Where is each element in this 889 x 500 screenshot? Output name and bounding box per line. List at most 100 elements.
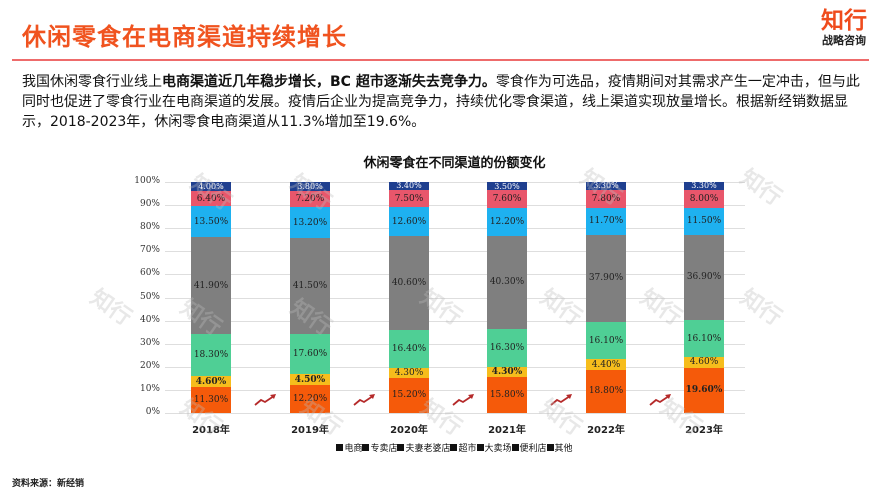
segment-夫妻老婆店: 17.60%	[290, 333, 330, 375]
segment-超市: 41.50%	[290, 237, 330, 334]
segment-专卖店: 4.50%	[290, 374, 330, 385]
segment-电商: 18.80%	[586, 369, 626, 413]
segment-其他: 3.30%	[684, 182, 724, 190]
gridline	[165, 251, 745, 253]
segment-大卖场: 13.50%	[191, 206, 231, 238]
y-tick-label: 80%	[139, 222, 160, 233]
bar-2018年: 11.30% 4.60% 18.30% 41.90% 13.50% 6.40% 4.00%	[191, 182, 231, 413]
legend-swatch	[546, 444, 554, 451]
segment-电商: 15.20%	[389, 377, 429, 413]
gridline	[165, 389, 745, 391]
gridline	[165, 343, 745, 345]
bar-2023年: 19.60% 4.60% 16.10% 36.90% 11.50% 8.00% 3.30%	[684, 182, 724, 413]
x-tick-label: 2022年	[587, 425, 625, 436]
page-title: 休闲零食在电商渠道持续增长	[22, 23, 347, 51]
segment-大卖场: 12.60%	[389, 207, 429, 237]
brand-subtitle: 战略咨询	[822, 34, 866, 47]
x-tick-label: 2021年	[488, 425, 526, 436]
gridline	[165, 413, 745, 414]
legend-item: 电商	[344, 444, 363, 454]
segment-大卖场: 11.50%	[684, 208, 724, 235]
trend-up-arrow-icon	[353, 394, 375, 406]
segment-超市: 36.90%	[684, 234, 724, 320]
chart-title: 休闲零食在不同渠道的份额变化	[363, 156, 546, 171]
legend-swatch	[450, 444, 458, 451]
gridline	[165, 182, 745, 183]
segment-其他: 3.40%	[389, 182, 429, 190]
segment-大卖场: 12.20%	[487, 207, 527, 236]
y-tick-label: 60%	[139, 268, 160, 279]
y-tick-label: 90%	[139, 199, 160, 210]
segment-超市: 41.90%	[191, 237, 231, 335]
segment-夫妻老婆店: 18.30%	[191, 334, 231, 377]
segment-电商: 15.80%	[487, 376, 527, 413]
segment-夫妻老婆店: 16.30%	[487, 328, 527, 367]
y-tick-label: 100%	[134, 176, 160, 186]
segment-便利店: 6.40%	[191, 191, 231, 207]
y-tick-label: 30%	[139, 337, 160, 348]
segment-便利店: 7.50%	[389, 189, 429, 208]
legend-swatch	[476, 444, 484, 451]
y-tick-label: 40%	[139, 314, 160, 325]
segment-专卖店: 4.40%	[586, 359, 626, 370]
segment-专卖店: 4.30%	[389, 367, 429, 378]
summary-paragraph: 我国休闲零食行业线上电商渠道近几年稳步增长，BC 超市逐渐失去竞争力。零食作为可…	[22, 72, 872, 132]
summary-text-1: 我国休闲零食行业线上	[22, 74, 162, 90]
stacked-bar-chart: 11.30% 4.60% 18.30% 41.90% 13.50% 6.40% 4.00% 1…	[165, 182, 745, 414]
y-tick-label: 70%	[139, 245, 160, 256]
segment-其他: 3.80%	[290, 182, 330, 191]
title-divider	[12, 59, 869, 61]
brand-name: 知行	[821, 8, 867, 34]
segment-专卖店: 4.60%	[684, 357, 724, 368]
x-tick-label: 2023年	[685, 425, 723, 436]
segment-超市: 40.60%	[389, 236, 429, 331]
segment-其他: 3.50%	[487, 182, 527, 191]
segment-便利店: 7.20%	[290, 190, 330, 208]
summary-highlight: 电商渠道近几年稳步增长，BC 超市逐渐失去竞争力。	[162, 74, 496, 90]
segment-专卖店: 4.60%	[191, 376, 231, 387]
y-tick-label: 50%	[139, 291, 160, 302]
gridline	[165, 297, 745, 299]
legend-item: 其他	[554, 444, 573, 454]
legend-item: 大卖场	[484, 444, 512, 454]
segment-其他: 4.00%	[191, 182, 231, 192]
legend-swatch	[511, 444, 519, 451]
x-tick-label: 2019年	[291, 425, 329, 436]
y-tick-label: 10%	[139, 383, 160, 394]
segment-电商: 19.60%	[684, 367, 724, 413]
segment-便利店: 7.80%	[586, 189, 626, 208]
trend-up-arrow-icon	[649, 394, 671, 406]
trend-up-arrow-icon	[550, 394, 572, 406]
legend-swatch	[362, 444, 370, 451]
bar-2022年: 18.80% 4.40% 16.10% 37.90% 11.70% 7.80% 3.30%	[586, 182, 626, 413]
summary-text-2: 零食作为可选品，疫情期间对其需求产生一定冲击，但与此同时也促进了零食行业在电商渠…	[22, 74, 860, 130]
segment-大卖场: 11.70%	[586, 207, 626, 235]
source-note: 资料来源：新经销	[12, 479, 85, 489]
segment-其他: 3.30%	[586, 182, 626, 190]
bar-2019年: 12.20% 4.50% 17.60% 41.50% 13.20% 7.20% 3.80%	[290, 182, 330, 413]
trend-up-arrow-icon	[452, 394, 474, 406]
bar-2020年: 15.20% 4.30% 16.40% 40.60% 12.60% 7.50% 3.40%	[389, 182, 429, 413]
y-tick-label: 20%	[139, 360, 160, 371]
segment-电商: 12.20%	[290, 384, 330, 413]
bar-2021年: 15.80% 4.30% 16.30% 40.30% 12.20% 7.60% 3.50%	[487, 182, 527, 413]
segment-专卖店: 4.30%	[487, 366, 527, 377]
segment-便利店: 7.60%	[487, 190, 527, 208]
segment-超市: 40.30%	[487, 235, 527, 329]
trend-up-arrow-icon	[254, 394, 276, 406]
gridline	[165, 366, 745, 368]
segment-夫妻老婆店: 16.10%	[586, 322, 626, 360]
gridline	[165, 205, 745, 207]
gridline	[165, 320, 745, 322]
segment-电商: 11.30%	[191, 386, 231, 413]
x-tick-label: 2020年	[390, 425, 428, 436]
segment-大卖场: 13.20%	[290, 207, 330, 238]
legend-item: 便利店	[519, 444, 547, 454]
brand-logo: 知行 战略咨询	[821, 8, 867, 48]
legend-item: 专卖店	[370, 444, 398, 454]
gridline	[165, 228, 745, 230]
legend-swatch	[397, 444, 405, 451]
segment-夫妻老婆店: 16.40%	[389, 330, 429, 368]
x-tick-label: 2018年	[192, 425, 230, 436]
legend-item: 超市	[458, 444, 477, 454]
